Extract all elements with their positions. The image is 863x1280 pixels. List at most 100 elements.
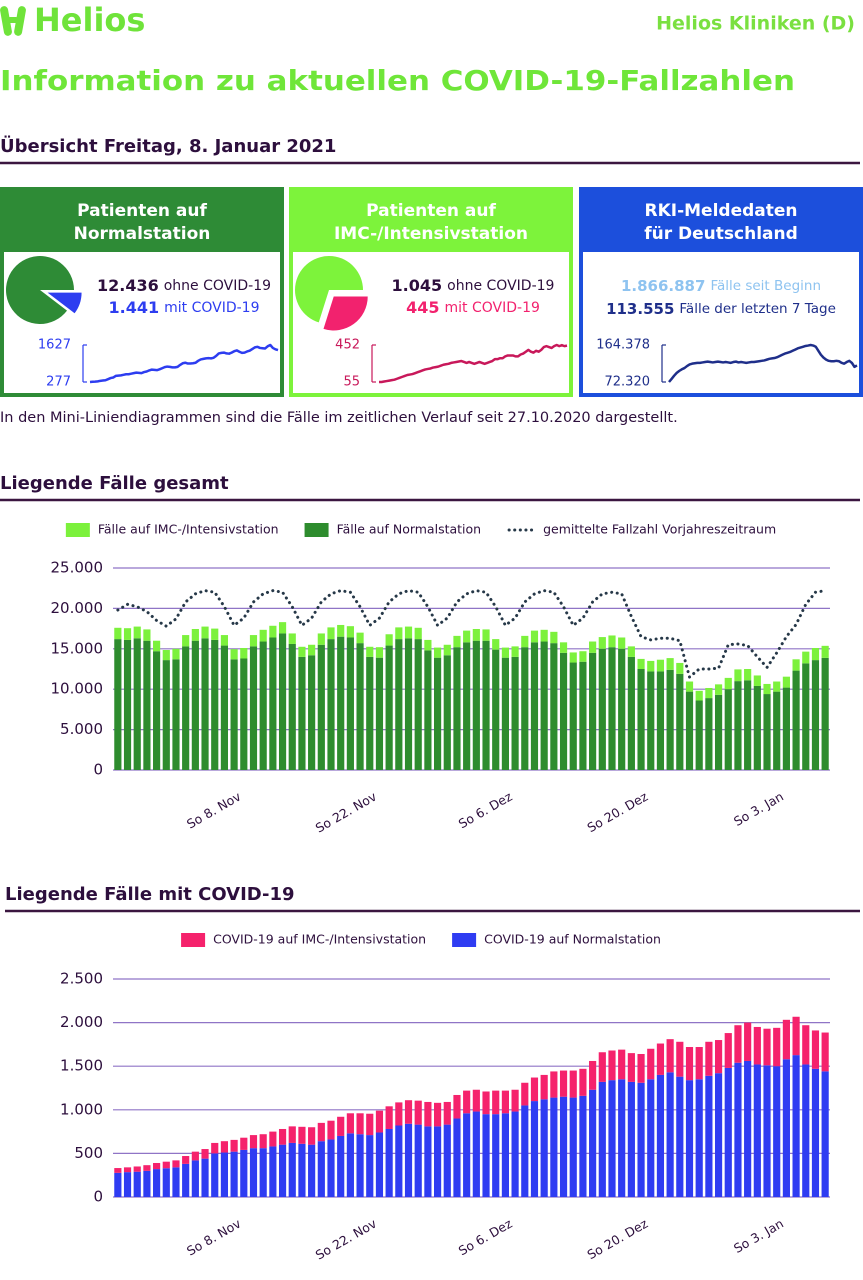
bar: [792, 1016, 800, 1056]
bar: [220, 645, 229, 770]
pie-text: ohne COVID-19: [447, 278, 554, 294]
bar: [666, 1039, 674, 1073]
bar: [618, 1079, 626, 1197]
bar: [656, 671, 665, 770]
bar: [744, 680, 752, 770]
bar: [211, 1142, 219, 1154]
bar: [249, 646, 258, 770]
bar: [550, 643, 558, 770]
bar: [327, 639, 335, 770]
bar: [676, 662, 684, 674]
brand: Helios: [34, 1, 145, 39]
bar: [685, 681, 694, 692]
bar: [162, 1161, 170, 1169]
bar: [637, 658, 645, 669]
bar: [676, 1076, 684, 1197]
bar: [337, 1116, 345, 1136]
stat: 113.555 Fälle der letzten 7 Tage: [606, 300, 836, 318]
legend: COVID-19 auf IMC-/Intensivstation COVID-1…: [181, 932, 661, 947]
y-tick-label: 10.000: [51, 680, 104, 698]
bar: [288, 643, 296, 770]
sparkline: [668, 343, 858, 383]
bar: [753, 1026, 761, 1065]
bar: [637, 1082, 645, 1197]
bar: [782, 1059, 790, 1197]
bar: [172, 1167, 180, 1197]
bar: [540, 629, 548, 642]
bar: [472, 640, 480, 770]
bar: [278, 622, 287, 634]
bar: [773, 691, 781, 770]
bar: [259, 641, 267, 770]
bar: [763, 1065, 771, 1197]
bar: [404, 626, 413, 639]
bar: [618, 648, 626, 770]
bar: [201, 638, 209, 770]
stat: 1.866.887 Fälle seit Beginn: [621, 277, 821, 295]
bar: [443, 1124, 451, 1197]
bar: [821, 657, 829, 770]
bar: [346, 1133, 354, 1197]
bar: [317, 633, 325, 645]
subtitle: Übersicht Freitag, 8. Januar 2021: [0, 135, 336, 157]
bar: [317, 644, 325, 770]
bar: [501, 647, 509, 658]
bar: [172, 659, 180, 770]
bar: [559, 1070, 568, 1097]
bar: [734, 1062, 742, 1197]
bar: [821, 645, 829, 658]
bar: [453, 1118, 461, 1197]
bar: [811, 1068, 820, 1197]
bar: [627, 1081, 635, 1197]
bar: [123, 1167, 132, 1173]
card-body: [583, 252, 859, 393]
bar: [773, 1066, 781, 1197]
bar: [695, 690, 703, 701]
region: Helios Kliniken (D): [656, 13, 855, 35]
bar: [744, 1060, 752, 1197]
bar: [550, 1071, 558, 1098]
pie-slice: [295, 256, 363, 323]
bar: [230, 649, 238, 660]
page-title: Information zu aktuellen COVID-19-Fallza…: [0, 64, 795, 97]
logo-icon: [0, 6, 26, 36]
bar: [608, 1080, 616, 1197]
bar: [763, 694, 771, 770]
bar: [714, 694, 723, 770]
pie-value: 12.436: [97, 276, 159, 295]
bar: [356, 1134, 364, 1197]
bar: [182, 1156, 190, 1164]
bar: [724, 677, 732, 690]
bar: [802, 663, 810, 770]
bar: [395, 627, 403, 640]
bar: [647, 671, 655, 770]
bar: [114, 1172, 122, 1197]
card-title: Patienten auf: [366, 201, 496, 221]
bar: [375, 657, 384, 770]
legend-swatch: [181, 933, 206, 947]
bar: [637, 1053, 645, 1083]
bar: [395, 1125, 403, 1197]
bar: [482, 629, 490, 641]
bar: [356, 632, 364, 644]
bar: [685, 1047, 694, 1081]
bar: [143, 1165, 151, 1171]
bar: [308, 655, 316, 770]
bar: [540, 641, 548, 770]
bar: [249, 635, 258, 647]
bar: [414, 639, 422, 770]
bar: [356, 643, 364, 770]
bar: [472, 629, 480, 641]
bar: [511, 656, 519, 770]
bar: [598, 637, 606, 649]
bar: [182, 635, 190, 647]
bar: [559, 652, 568, 770]
bar: [269, 637, 277, 770]
bar: [724, 1033, 732, 1068]
bar: [220, 1141, 229, 1153]
bar: [705, 698, 713, 770]
bar: [627, 656, 635, 770]
bar: [811, 660, 820, 770]
note: In den Mini-Liniendiagrammen sind die Fä…: [0, 410, 678, 426]
